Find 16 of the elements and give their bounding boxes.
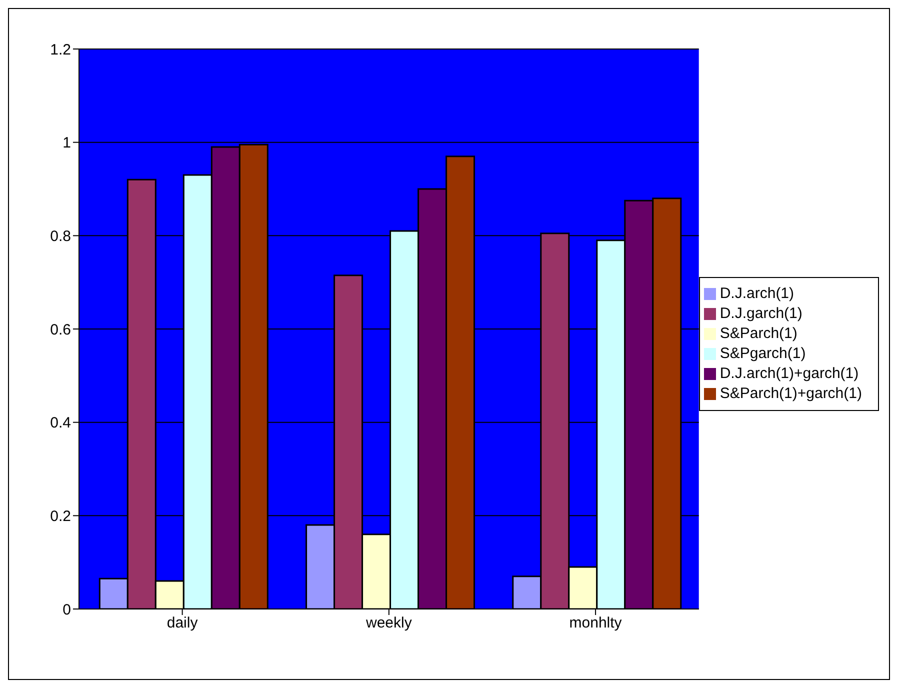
- legend-label: S&Pgarch(1): [720, 345, 806, 362]
- x-tick-label: weekly: [364, 614, 412, 632]
- y-tick-label: 0.2: [50, 508, 71, 525]
- y-tick-label: 0.6: [50, 321, 71, 338]
- y-tick-label: 0.4: [50, 414, 71, 432]
- legend-label: S&Parch(1): [720, 325, 798, 342]
- y-tick-label: 1: [62, 134, 71, 152]
- x-tick-label: monhlty: [569, 614, 622, 632]
- legend-label: D.J.arch(1): [720, 285, 794, 302]
- x-tick-label: daily: [166, 614, 198, 632]
- legend-label: D.J.arch(1)+garch(1): [720, 365, 859, 382]
- y-tick-label: 1.2: [50, 41, 71, 58]
- y-tick-label: 0: [62, 601, 71, 618]
- legend-label: D.J.garch(1): [720, 305, 802, 322]
- y-tick-label: 0.8: [50, 228, 71, 245]
- legend-label: S&Parch(1)+garch(1): [720, 385, 862, 402]
